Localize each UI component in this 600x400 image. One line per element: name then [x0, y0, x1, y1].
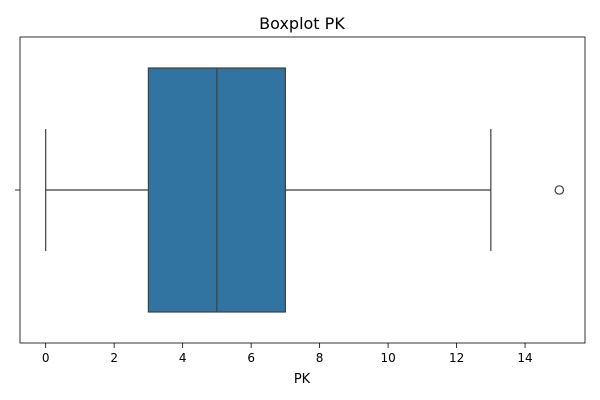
x-tick-label: 0 [42, 351, 50, 365]
x-tick-label: 4 [179, 351, 187, 365]
x-tick-label: 8 [316, 351, 324, 365]
outlier-point [554, 185, 565, 195]
x-tick-label: 12 [449, 351, 464, 365]
x-tick-label: 6 [247, 351, 255, 365]
x-tick-label: 14 [517, 351, 532, 365]
chart-title: Boxplot PK [259, 14, 345, 33]
box-marks [45, 67, 565, 313]
x-tick-label: 2 [110, 351, 118, 365]
x-axis-label: PK [294, 372, 311, 387]
x-tick-label: 10 [380, 351, 395, 365]
x-axis: 0 2 4 6 8 10 12 14 [42, 343, 533, 365]
